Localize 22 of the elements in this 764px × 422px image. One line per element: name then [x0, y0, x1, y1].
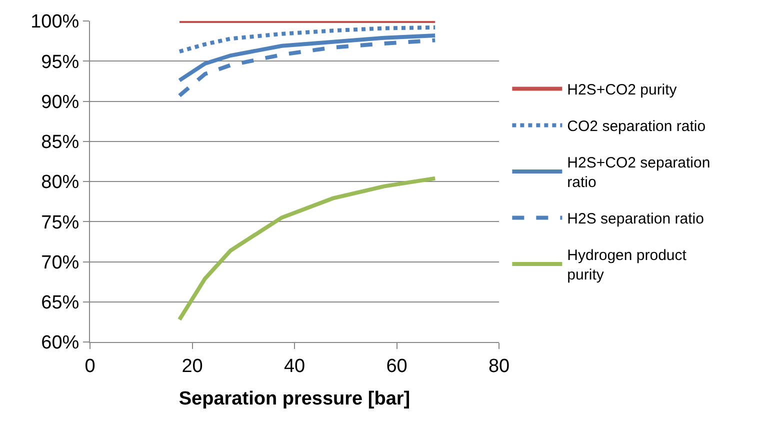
legend-label: H2S+CO2 separation ratio	[567, 154, 710, 192]
x-tick-label: 20	[182, 356, 203, 377]
x-tick-label: 40	[284, 356, 306, 377]
y-tick-label: 75%	[41, 212, 80, 234]
x-tick-label: 60	[386, 356, 408, 377]
y-tick-label: 70%	[41, 252, 80, 274]
legend-label: H2S+CO2 purity	[567, 82, 678, 99]
x-axis-title: Separation pressure [bar]	[178, 388, 410, 410]
y-tick-label: 60%	[41, 332, 80, 354]
y-tick-label: 85%	[41, 132, 80, 154]
y-tick-label: 100%	[30, 12, 80, 33]
legend-label: H2S separation ratio	[567, 210, 704, 228]
line-series	[177, 176, 438, 322]
legend-label: CO2 separation ratio	[567, 118, 706, 136]
y-tick-label: 95%	[41, 52, 80, 73]
y-tick-label: 90%	[41, 92, 80, 113]
x-tick-label: 0	[84, 356, 96, 377]
y-tick-label: 65%	[41, 292, 80, 314]
x-tick-label: 80	[488, 356, 510, 377]
line-series	[177, 25, 438, 54]
y-tick-label: 80%	[41, 172, 80, 194]
legend-label: Hydrogen product purity	[567, 247, 688, 284]
